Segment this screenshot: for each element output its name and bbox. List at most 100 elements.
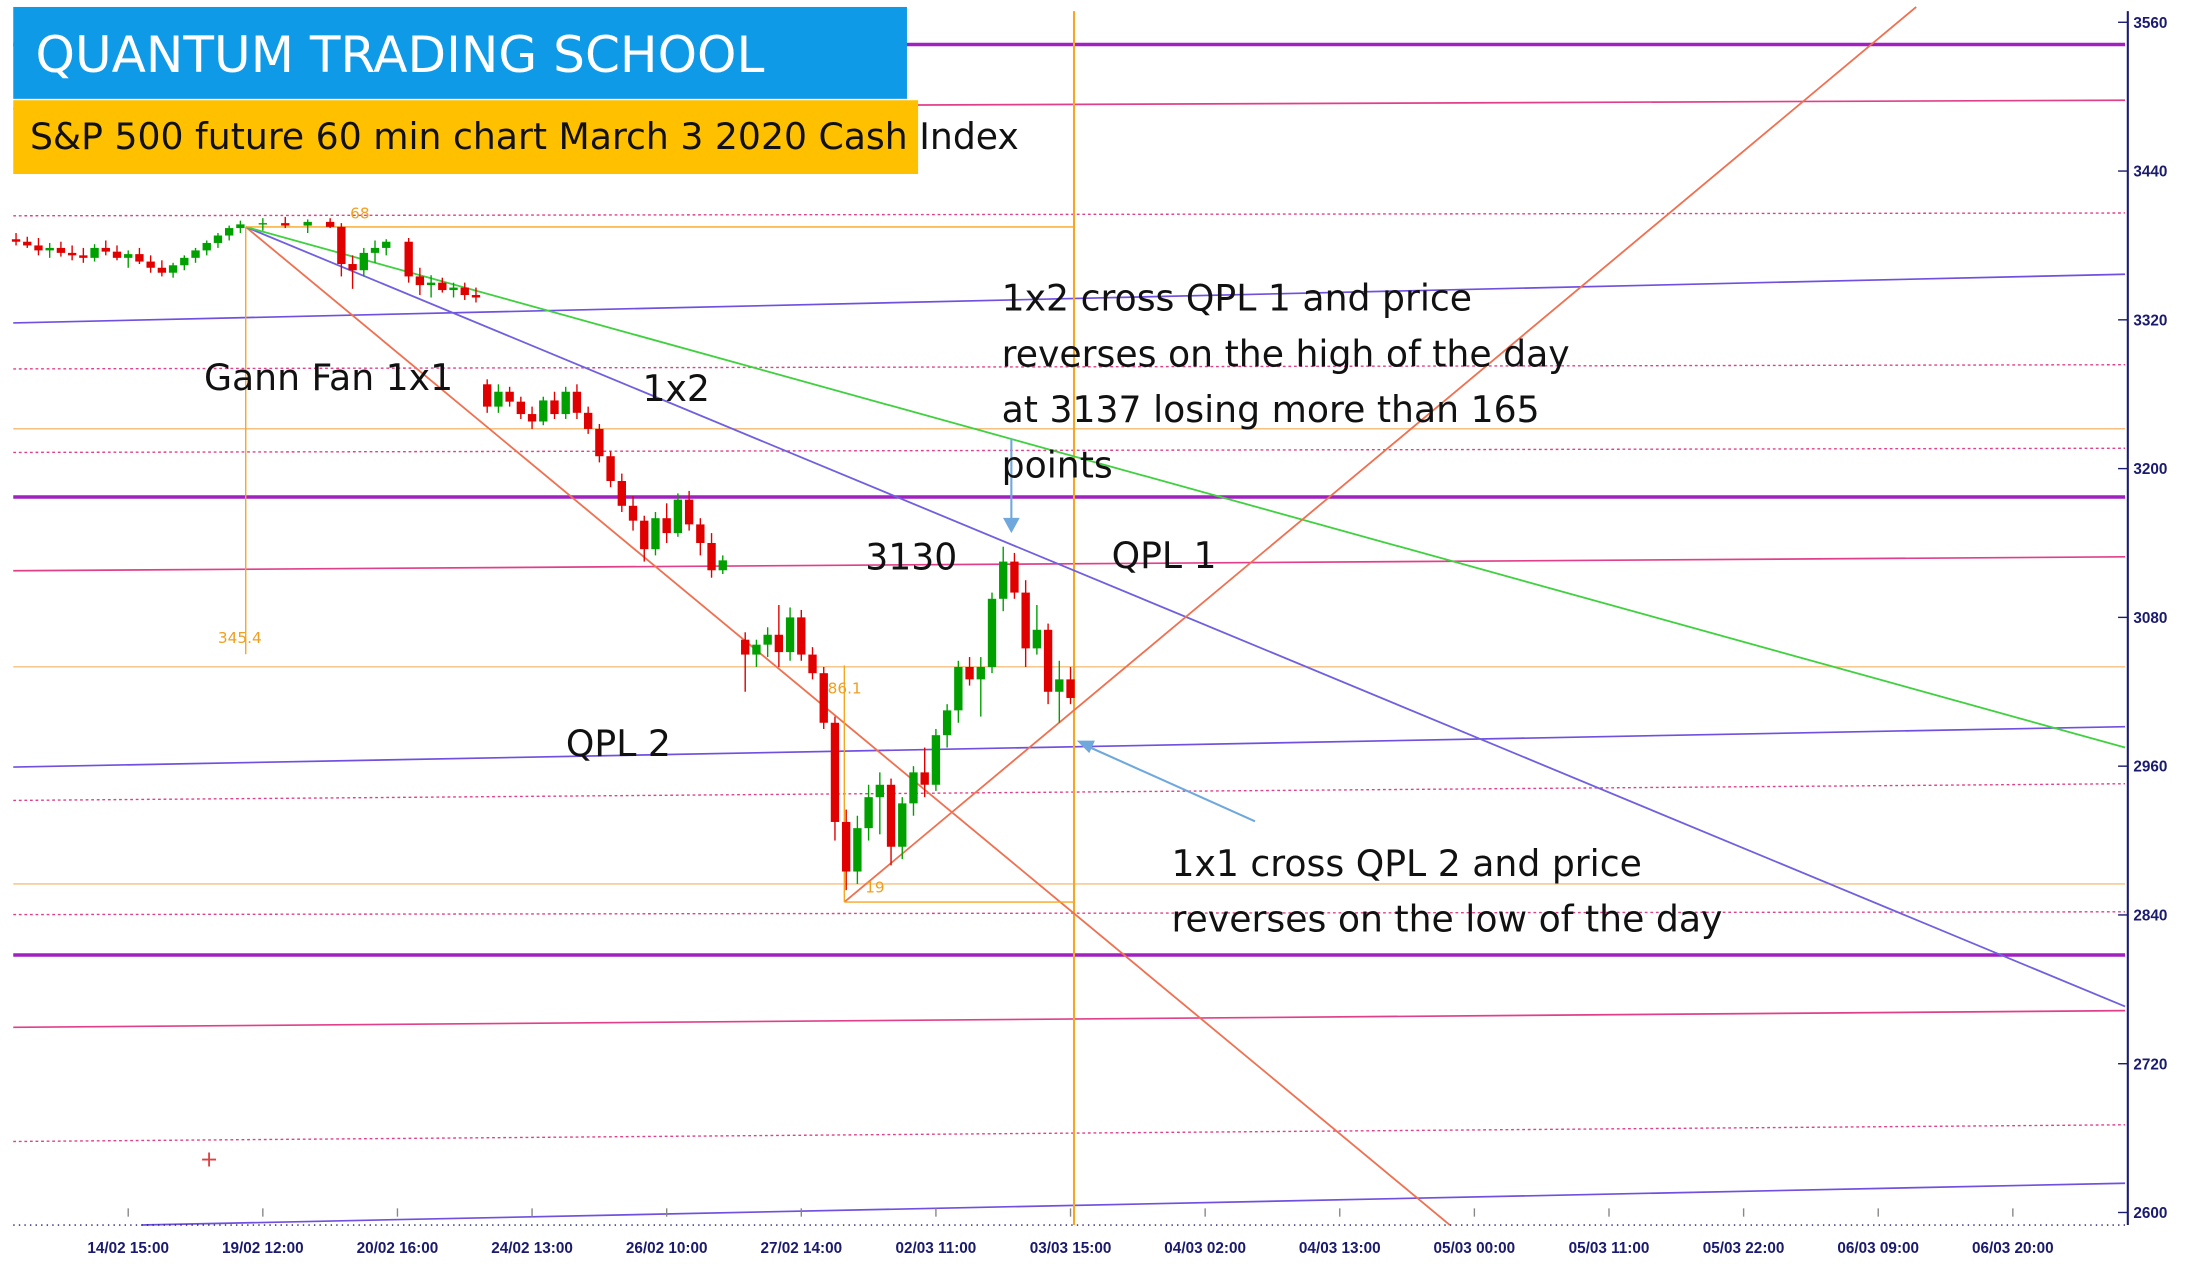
- candle-body: [595, 428, 604, 457]
- candle-body: [628, 505, 638, 521]
- candle-body: [1066, 679, 1075, 698]
- y-tick-label: 3560: [2133, 15, 2167, 32]
- annotation: 345.4: [218, 629, 262, 647]
- note-line: 1x1 cross QPL 2 and price: [1171, 842, 1641, 885]
- x-tick-label: 27/02 14:00: [760, 1240, 842, 1257]
- annotation: Gann Fan 1x1: [204, 356, 453, 399]
- candle-body: [550, 400, 559, 415]
- x-tick-label: 20/02 16:00: [357, 1240, 439, 1257]
- candle-body: [404, 241, 413, 277]
- candle-body: [483, 384, 492, 407]
- candle-body: [449, 287, 458, 291]
- x-tick-label: 02/03 11:00: [896, 1240, 977, 1257]
- candle-body: [505, 391, 514, 402]
- candle-body: [438, 282, 447, 291]
- candle-body: [79, 255, 88, 258]
- annotation: 19: [865, 878, 884, 896]
- candle-body: [426, 282, 436, 286]
- candle-body: [976, 666, 985, 680]
- candle-body: [909, 772, 918, 804]
- candle-body: [415, 276, 425, 286]
- title: QUANTUM TRADING SCHOOL: [36, 25, 765, 84]
- subtitle-box: [13, 100, 919, 175]
- candle-body: [67, 252, 77, 256]
- candle-body: [673, 499, 683, 534]
- annotation: 3130: [865, 536, 957, 579]
- candle-body: [281, 223, 290, 226]
- annotation: 68: [350, 205, 369, 223]
- annotation: 86.1: [828, 679, 862, 697]
- candle-body: [516, 401, 526, 415]
- candle-body: [640, 520, 649, 550]
- candle-body: [987, 598, 997, 667]
- annotation: 1x2: [642, 367, 709, 410]
- candle-body: [606, 456, 615, 482]
- y-tick-label: 3200: [2133, 461, 2167, 478]
- candle-body: [101, 247, 110, 252]
- candle-body: [180, 257, 189, 266]
- candle-body: [191, 250, 200, 258]
- candle-body: [1043, 629, 1053, 692]
- candle-body: [370, 247, 380, 253]
- candle-body: [942, 710, 952, 736]
- y-tick-label: 3080: [2133, 610, 2167, 627]
- candle-body: [135, 254, 144, 262]
- y-tick-label: 2840: [2133, 908, 2167, 925]
- candle-body: [954, 666, 963, 711]
- candle-body: [965, 666, 974, 680]
- plot: 2600 2720 2840 2960 3080 3200 3320 3440 3560 14/0…: [11, 15, 2167, 1257]
- candle-body: [382, 241, 391, 248]
- svg-text:+: +: [200, 1147, 219, 1173]
- x-tick-label: 03/03 15:00: [1030, 1240, 1112, 1257]
- candle-body: [527, 414, 537, 422]
- candle-body: [920, 772, 929, 785]
- candle-body: [819, 673, 828, 723]
- candle-body: [886, 784, 896, 847]
- y-tick-label: 2720: [2133, 1056, 2167, 1073]
- candle-body: [931, 735, 941, 785]
- y-tick-label: 3320: [2133, 312, 2167, 329]
- candle-body: [213, 235, 223, 243]
- candle-body: [651, 518, 660, 550]
- candle-body: [90, 247, 99, 258]
- candle-body: [875, 784, 885, 798]
- x-tick-label: 06/03 09:00: [1837, 1240, 1919, 1257]
- candle-body: [774, 634, 784, 653]
- candle-body: [572, 391, 582, 413]
- candle-body: [999, 561, 1008, 599]
- candle-body: [236, 224, 245, 229]
- candle-body: [11, 239, 21, 242]
- candle-body: [1021, 592, 1030, 649]
- candle-body: [471, 295, 481, 298]
- candle-body: [561, 391, 570, 415]
- candle-body: [258, 223, 268, 225]
- candle-body: [168, 265, 178, 273]
- candle-body: [325, 221, 335, 227]
- y-tick-label: 2960: [2133, 759, 2167, 776]
- annotation: QPL 2: [566, 722, 671, 765]
- candle-body: [785, 617, 795, 653]
- candle-body: [56, 247, 66, 253]
- candle-body: [124, 254, 133, 258]
- candle-body: [539, 400, 548, 422]
- candle-body: [303, 221, 312, 226]
- note-line: reverses on the high of the day: [1002, 332, 1570, 375]
- candle-body: [830, 722, 840, 822]
- candle-body: [23, 241, 32, 246]
- candle-body: [741, 639, 750, 655]
- x-tick-label: 04/03 13:00: [1299, 1240, 1381, 1257]
- x-tick-label: 05/03 00:00: [1434, 1240, 1516, 1257]
- candle-body: [359, 252, 368, 271]
- note-line: points: [1002, 444, 1113, 487]
- candle-body: [348, 264, 357, 271]
- candle-body: [684, 499, 694, 525]
- candle-body: [696, 524, 705, 543]
- x-tick-label: 05/03 11:00: [1569, 1240, 1650, 1257]
- candle-body: [898, 803, 907, 847]
- candle-body: [797, 617, 806, 655]
- candle-body: [337, 226, 346, 265]
- x-tick-label: 19/02 12:00: [222, 1240, 304, 1257]
- candle-body: [718, 560, 727, 571]
- candle-body: [112, 251, 122, 258]
